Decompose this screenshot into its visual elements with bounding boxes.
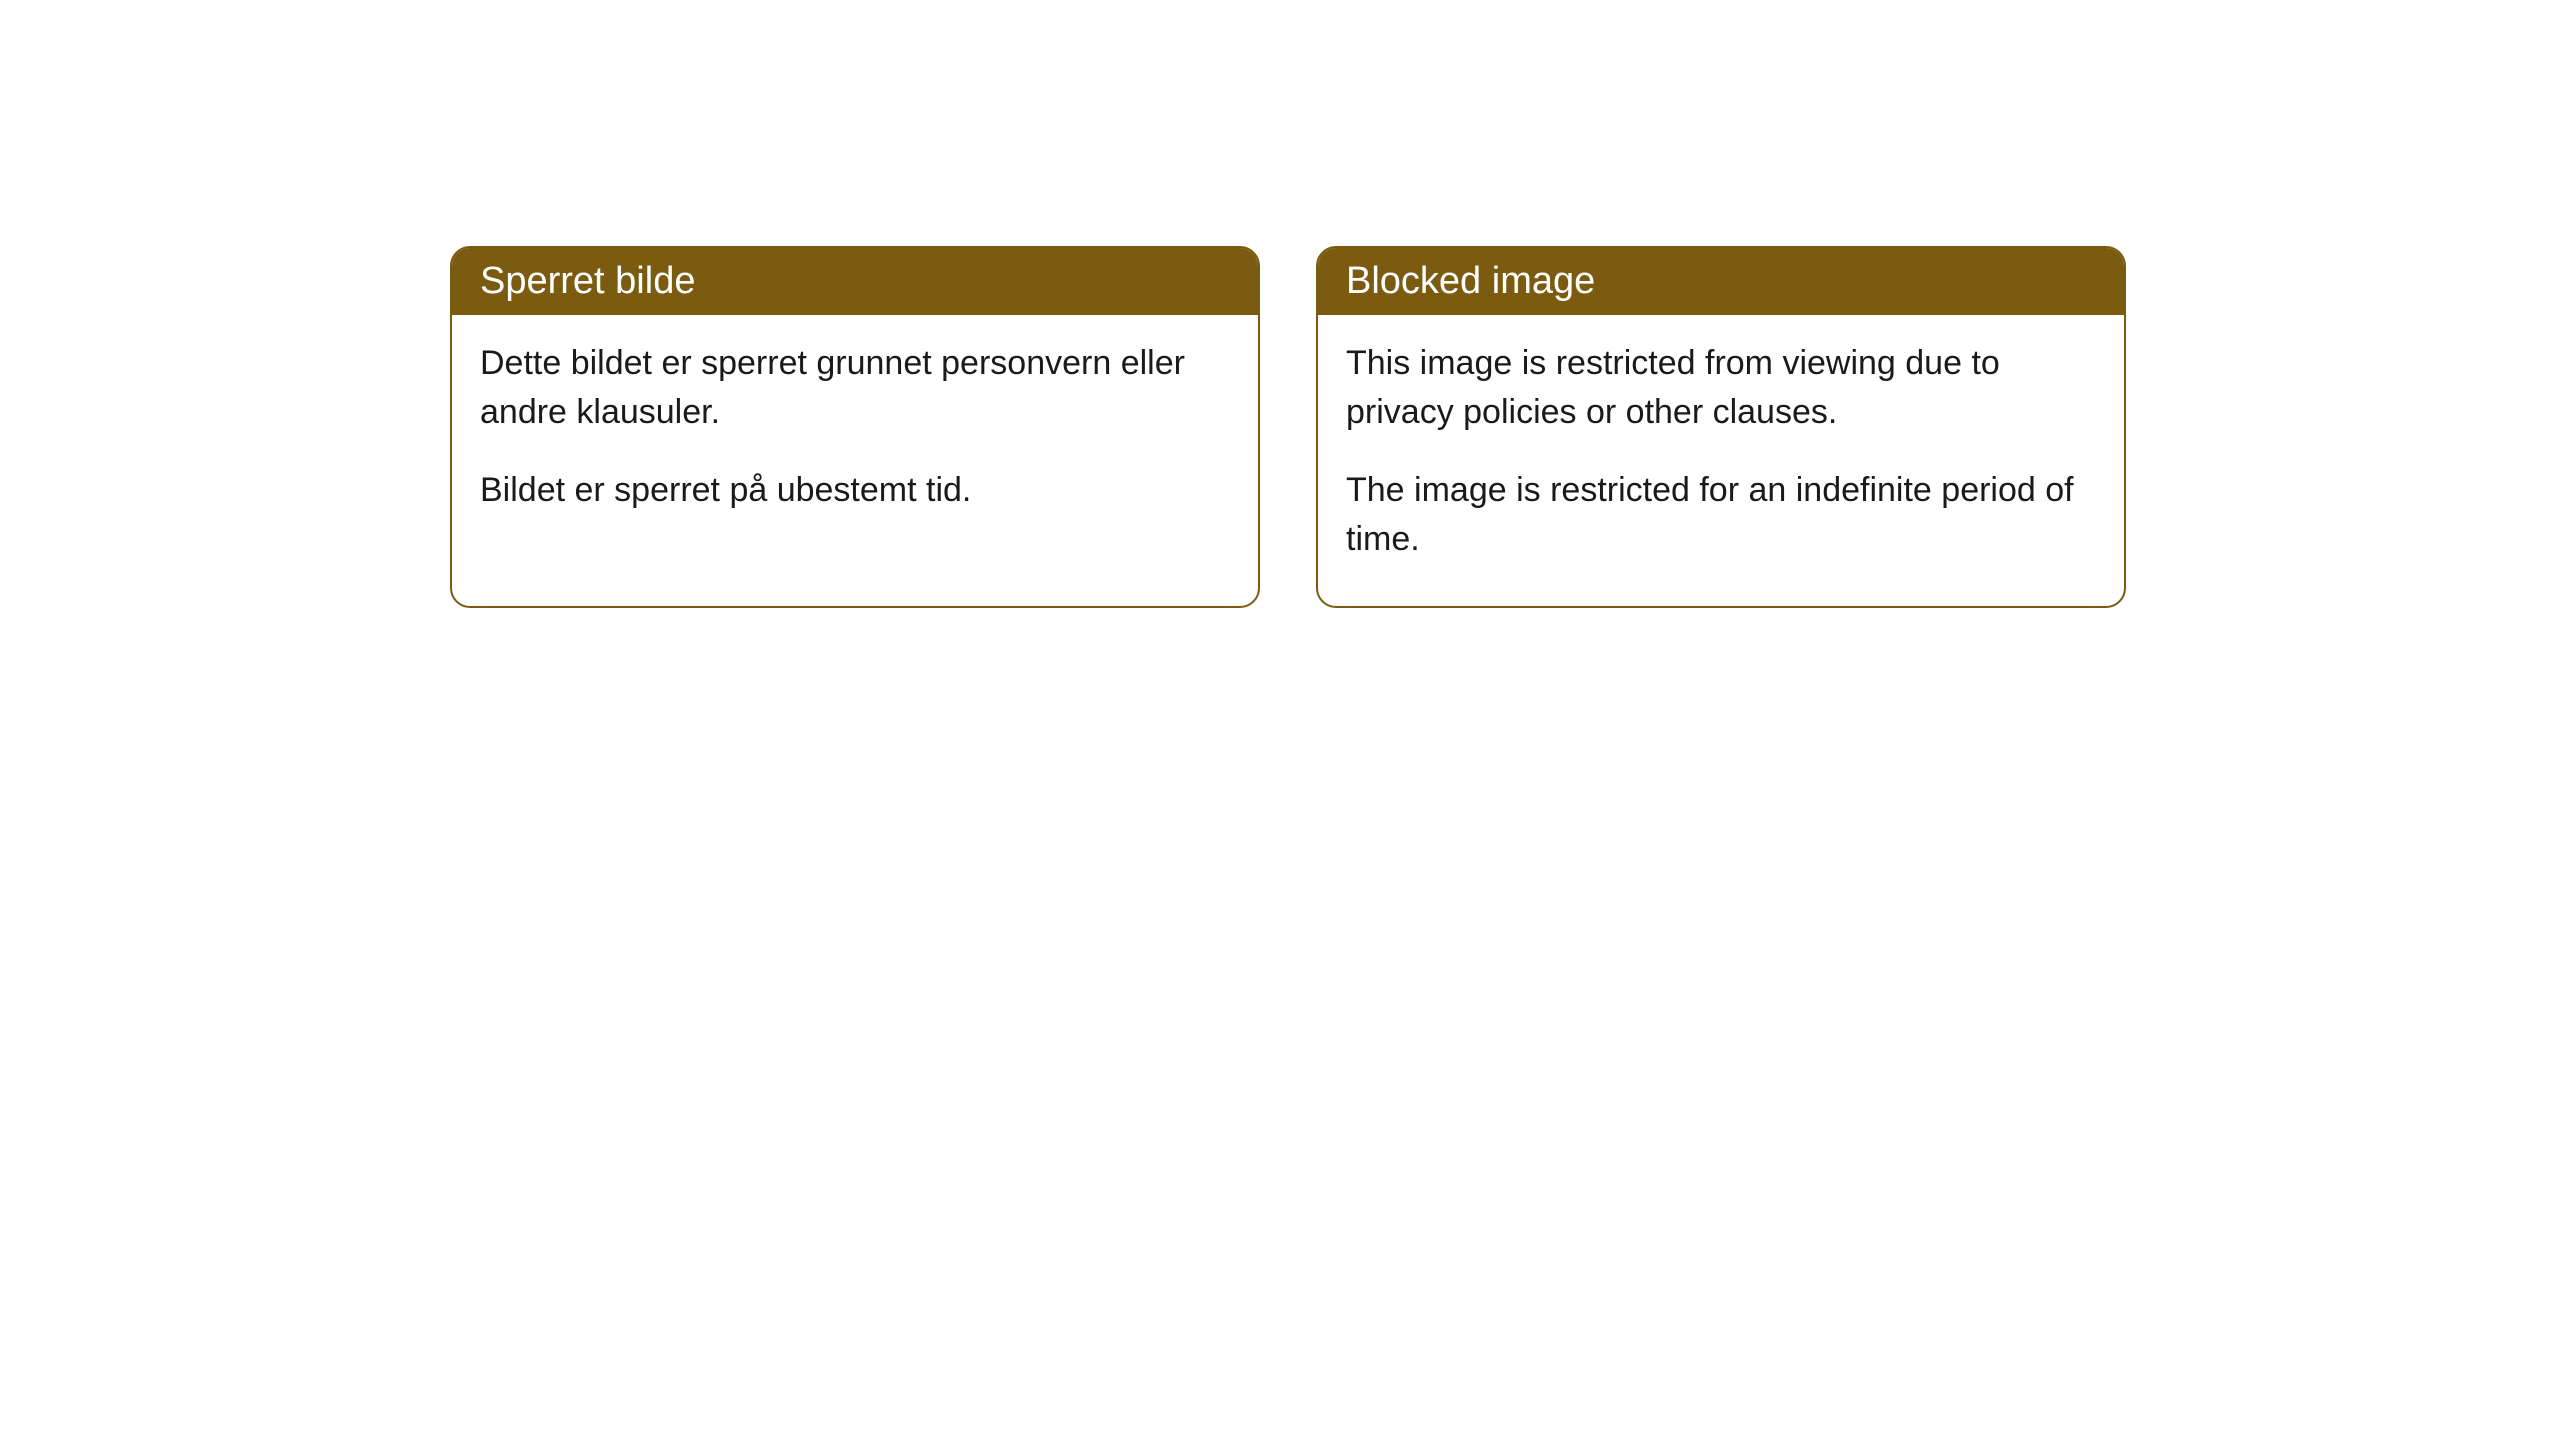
card-header: Blocked image xyxy=(1318,248,2124,315)
blocked-image-card-norwegian: Sperret bilde Dette bildet er sperret gr… xyxy=(450,246,1260,608)
card-paragraph: The image is restricted for an indefinit… xyxy=(1346,466,2096,565)
card-paragraph: Dette bildet er sperret grunnet personve… xyxy=(480,339,1230,438)
card-title: Sperret bilde xyxy=(480,260,695,302)
card-title: Blocked image xyxy=(1346,260,1595,302)
card-header: Sperret bilde xyxy=(452,248,1258,315)
notice-cards-container: Sperret bilde Dette bildet er sperret gr… xyxy=(450,246,2126,608)
card-body: This image is restricted from viewing du… xyxy=(1318,315,2124,606)
blocked-image-card-english: Blocked image This image is restricted f… xyxy=(1316,246,2126,608)
card-paragraph: This image is restricted from viewing du… xyxy=(1346,339,2096,438)
card-paragraph: Bildet er sperret på ubestemt tid. xyxy=(480,466,1230,515)
card-body: Dette bildet er sperret grunnet personve… xyxy=(452,315,1258,557)
